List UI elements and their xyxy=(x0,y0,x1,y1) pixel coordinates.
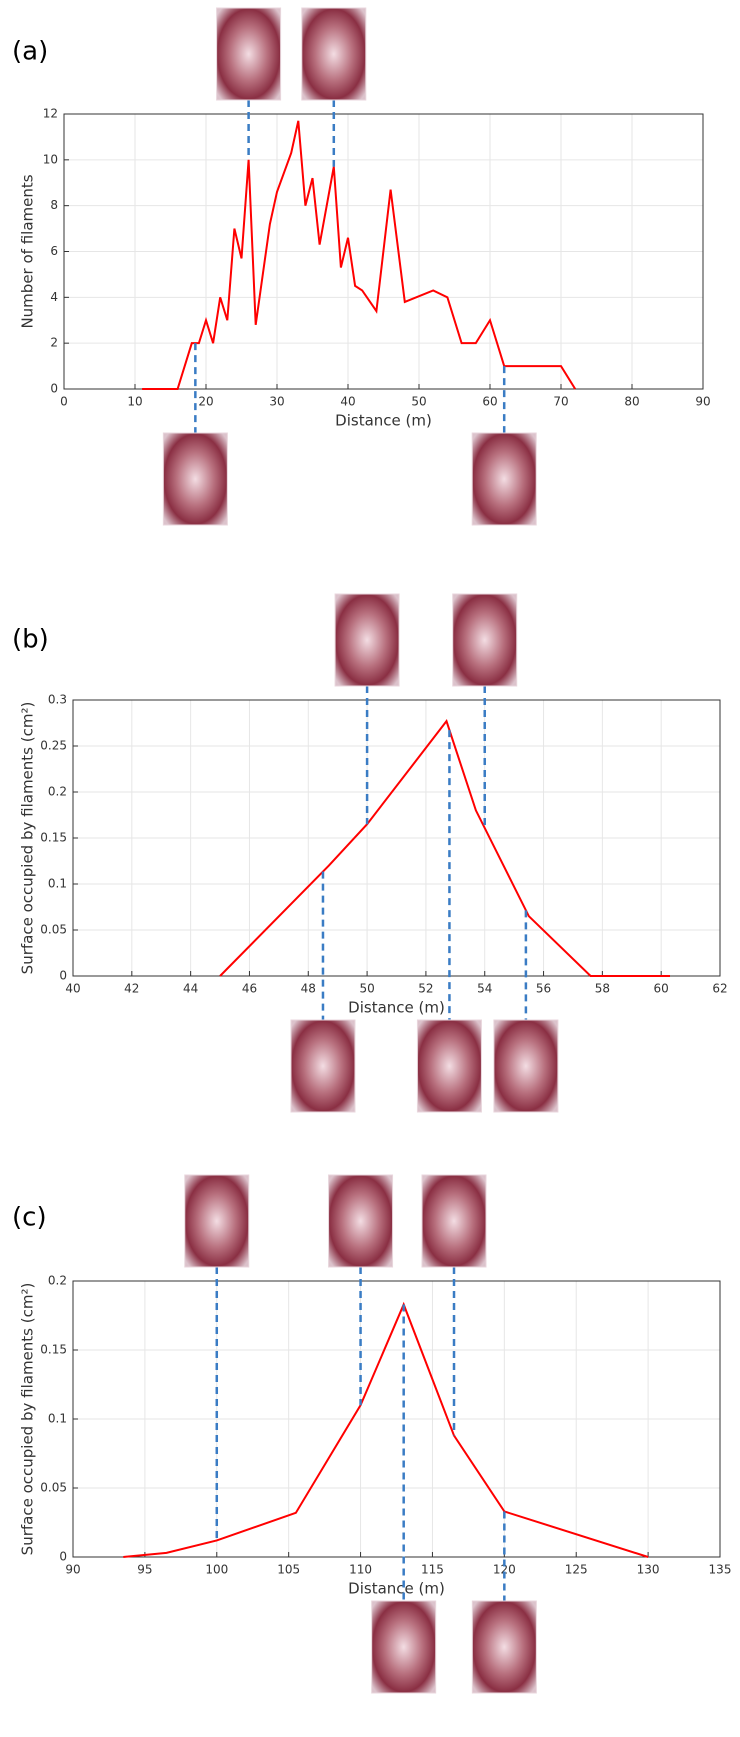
x-tick-label: 0 xyxy=(60,395,68,409)
y-tick-label: 2 xyxy=(50,336,58,350)
x-tick-label: 58 xyxy=(595,982,610,996)
x-tick-label: 120 xyxy=(493,1563,516,1577)
x-tick-label: 90 xyxy=(65,1563,80,1577)
plot-frame xyxy=(63,113,704,390)
x-tick-label: 20 xyxy=(198,395,213,409)
x-tick-label: 60 xyxy=(482,395,497,409)
x-tick-label: 10 xyxy=(127,395,142,409)
micrograph xyxy=(184,1174,250,1268)
y-axis-label: Surface occupied by filaments (cm²) xyxy=(19,702,37,975)
micrograph xyxy=(416,1019,482,1113)
x-tick-label: 40 xyxy=(65,982,80,996)
y-tick-label: 8 xyxy=(50,198,58,212)
micrograph xyxy=(328,1174,394,1268)
x-tick-label: 48 xyxy=(301,982,316,996)
micrograph xyxy=(290,1019,356,1113)
micrograph xyxy=(493,1019,559,1113)
x-tick-label: 70 xyxy=(553,395,568,409)
panel-label: (b) xyxy=(12,625,49,655)
micrograph xyxy=(421,1174,487,1268)
y-tick-label: 10 xyxy=(43,152,58,166)
x-tick-label: 130 xyxy=(637,1563,660,1577)
y-tick-label: 6 xyxy=(50,244,58,258)
micrograph xyxy=(371,1600,437,1694)
y-tick-label: 0.25 xyxy=(40,739,67,753)
x-tick-label: 50 xyxy=(411,395,426,409)
x-tick-label: 42 xyxy=(124,982,139,996)
y-axis-label: Number of filaments xyxy=(19,174,37,328)
data-line xyxy=(219,719,671,977)
y-tick-label: 12 xyxy=(43,107,58,121)
x-tick-label: 62 xyxy=(712,982,727,996)
y-tick-label: 0.15 xyxy=(40,831,67,845)
y-tick-label: 4 xyxy=(50,290,58,304)
x-tick-label: 100 xyxy=(205,1563,228,1577)
micrograph xyxy=(216,7,282,101)
y-tick-label: 0.3 xyxy=(48,693,67,707)
micrograph xyxy=(301,7,367,101)
y-tick-label: 0 xyxy=(50,382,58,396)
y-tick-label: 0.05 xyxy=(40,923,67,937)
x-tick-label: 60 xyxy=(654,982,669,996)
micrograph xyxy=(162,432,228,526)
y-tick-label: 0 xyxy=(59,1550,67,1564)
x-tick-label: 115 xyxy=(421,1563,444,1577)
y-tick-label: 0.2 xyxy=(48,785,67,799)
y-tick-label: 0.1 xyxy=(48,1412,67,1426)
x-tick-label: 30 xyxy=(269,395,284,409)
micrograph xyxy=(471,1600,537,1694)
panel-label: (c) xyxy=(12,1203,47,1233)
micrograph xyxy=(334,593,400,687)
micrograph xyxy=(452,593,518,687)
x-tick-label: 54 xyxy=(477,982,492,996)
x-tick-label: 50 xyxy=(359,982,374,996)
x-tick-label: 52 xyxy=(418,982,433,996)
panel-label: (a) xyxy=(12,37,48,67)
x-tick-label: 56 xyxy=(536,982,551,996)
y-tick-label: 0 xyxy=(59,969,67,983)
y-tick-label: 0.1 xyxy=(48,877,67,891)
x-tick-label: 80 xyxy=(624,395,639,409)
x-tick-label: 110 xyxy=(349,1563,372,1577)
plot-frame xyxy=(72,1280,721,1558)
x-axis-label: Distance (m) xyxy=(348,1580,445,1598)
x-tick-label: 95 xyxy=(137,1563,152,1577)
x-axis-label: Distance (m) xyxy=(348,999,445,1017)
x-tick-label: 44 xyxy=(183,982,198,996)
x-axis-label: Distance (m) xyxy=(335,412,432,430)
y-axis-label: Surface occupied by filaments (cm²) xyxy=(19,1283,37,1556)
x-tick-label: 125 xyxy=(565,1563,588,1577)
x-tick-label: 90 xyxy=(695,395,710,409)
micrograph xyxy=(471,432,537,526)
y-tick-label: 0.2 xyxy=(48,1274,67,1288)
x-tick-label: 135 xyxy=(709,1563,732,1577)
y-tick-label: 0.05 xyxy=(40,1481,67,1495)
data-line xyxy=(142,120,577,390)
x-tick-label: 40 xyxy=(340,395,355,409)
plot-frame xyxy=(72,699,721,977)
x-tick-label: 105 xyxy=(277,1563,300,1577)
y-tick-label: 0.15 xyxy=(40,1343,67,1357)
x-tick-label: 46 xyxy=(242,982,257,996)
